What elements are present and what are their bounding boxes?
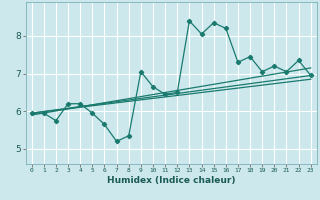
X-axis label: Humidex (Indice chaleur): Humidex (Indice chaleur) (107, 176, 236, 185)
